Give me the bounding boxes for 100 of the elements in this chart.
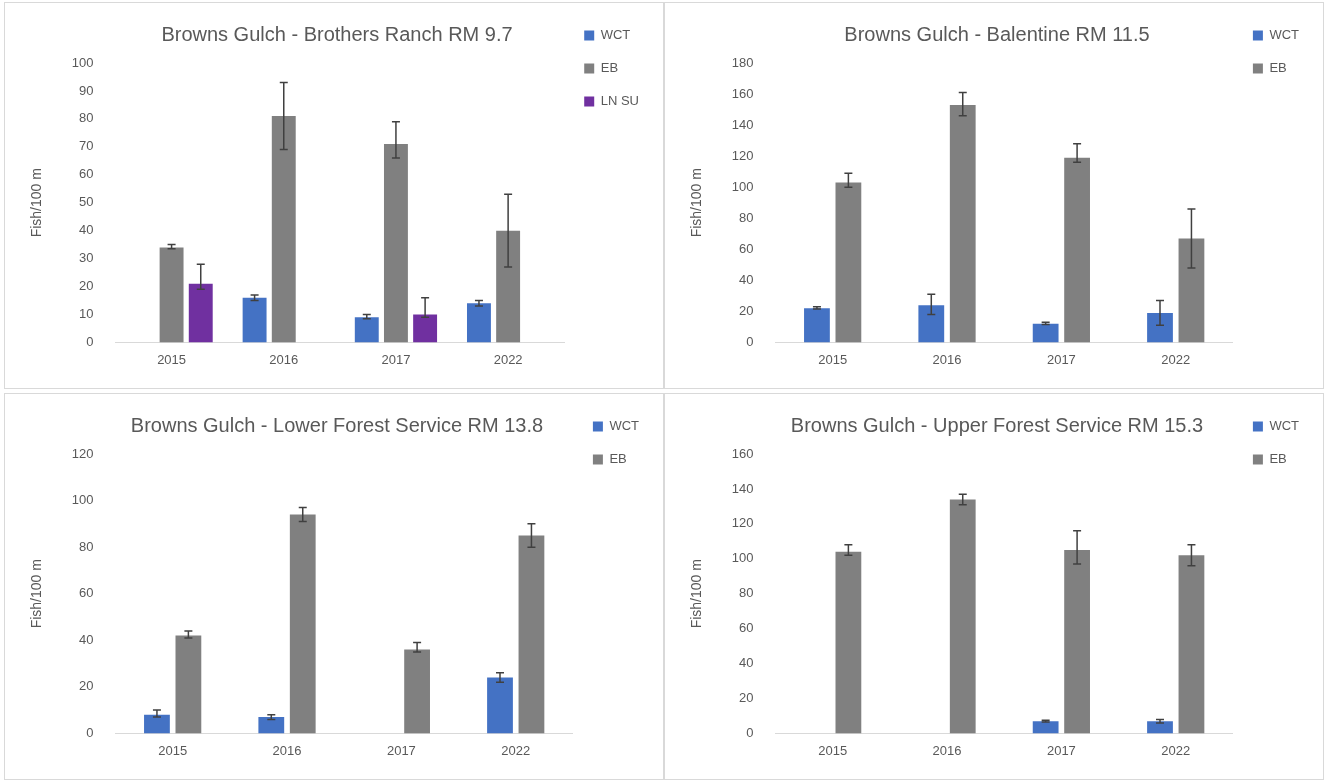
- bar: [413, 314, 438, 343]
- y-tick-label: 100: [71, 54, 94, 70]
- x-tick-label: 2017: [386, 742, 416, 758]
- bar: [1064, 550, 1090, 734]
- chart-title: Browns Gulch - Upper Forest Service RM 15.3: [790, 413, 1204, 436]
- y-tick-label: 140: [731, 480, 754, 496]
- bar: [1147, 721, 1173, 734]
- y-tick-label: 20: [739, 690, 754, 706]
- y-tick-label: 160: [731, 85, 754, 101]
- bar: [1147, 312, 1173, 343]
- y-tick-label: 0: [86, 724, 94, 740]
- legend-label: WCT: [600, 27, 631, 43]
- y-tick-label: 60: [79, 166, 94, 182]
- x-tick-label: 2016: [269, 351, 299, 367]
- bar: [835, 182, 862, 343]
- legend-label: WCT: [609, 418, 640, 434]
- bar: [289, 514, 316, 734]
- bar: [242, 297, 267, 343]
- bar: [383, 144, 408, 343]
- y-tick-label: 40: [79, 222, 94, 238]
- bar: [175, 635, 202, 734]
- y-axis-title: Fish/100 m: [28, 168, 45, 238]
- x-tick-label: 2022: [1161, 742, 1191, 758]
- y-tick-label: 30: [79, 250, 94, 266]
- y-tick-label: 100: [731, 178, 754, 194]
- y-tick-label: 100: [731, 550, 754, 566]
- legend-label: EB: [600, 60, 619, 76]
- x-tick-label: 2015: [818, 742, 848, 758]
- x-tick-label: 2017: [1046, 742, 1076, 758]
- x-tick-label: 2022: [493, 351, 523, 367]
- y-tick-label: 70: [79, 138, 94, 154]
- bar: [949, 499, 976, 734]
- y-tick-label: 0: [86, 333, 94, 349]
- chart-title: Browns Gulch - Lower Forest Service RM 13.8: [130, 413, 544, 436]
- y-tick-label: 60: [79, 585, 94, 601]
- chart-title: Browns Gulch - Brothers Ranch RM 9.7: [161, 22, 513, 45]
- y-axis-title: Fish/100 m: [28, 559, 45, 629]
- bar: [1032, 323, 1059, 343]
- y-tick-label: 80: [79, 538, 94, 554]
- x-tick-label: 2015: [157, 351, 187, 367]
- legend-label: LN SU: [600, 93, 640, 109]
- bar: [159, 247, 184, 343]
- bar: [1178, 238, 1205, 343]
- y-axis-title: Fish/100 m: [688, 559, 705, 629]
- legend-label: EB: [1269, 60, 1287, 76]
- y-tick-label: 60: [739, 620, 754, 636]
- y-tick-label: 80: [739, 585, 754, 601]
- bar: [487, 677, 513, 734]
- y-tick-label: 20: [79, 678, 94, 694]
- bar: [918, 305, 945, 343]
- y-tick-label: 120: [71, 445, 94, 461]
- legend-label: WCT: [1269, 418, 1300, 434]
- bar: [144, 714, 170, 734]
- bar: [496, 230, 521, 343]
- x-tick-label: 2022: [1161, 351, 1191, 367]
- y-tick-label: 120: [731, 147, 754, 163]
- y-tick-label: 80: [79, 110, 94, 126]
- legend-label: EB: [1269, 451, 1287, 467]
- y-tick-label: 0: [746, 333, 754, 349]
- x-tick-label: 2016: [272, 742, 302, 758]
- chart-title: Browns Gulch - Balentine RM 11.5: [844, 22, 1150, 45]
- x-tick-label: 2017: [1046, 351, 1076, 367]
- bar: [354, 317, 379, 343]
- y-tick-label: 160: [731, 445, 754, 461]
- bar: [404, 649, 430, 734]
- legend-label: WCT: [1269, 27, 1300, 43]
- x-tick-label: 2022: [501, 742, 531, 758]
- bar: [804, 308, 830, 343]
- bar: [1178, 555, 1205, 734]
- x-tick-label: 2015: [818, 351, 848, 367]
- y-tick-label: 40: [79, 631, 94, 647]
- bar: [1032, 721, 1059, 734]
- y-tick-label: 100: [71, 492, 94, 508]
- y-tick-label: 120: [731, 515, 754, 531]
- y-tick-label: 40: [739, 271, 754, 287]
- bar: [1064, 157, 1090, 343]
- bar: [467, 303, 491, 343]
- bar: [271, 116, 296, 343]
- y-tick-label: 0: [746, 724, 754, 740]
- bar: [258, 717, 285, 734]
- x-tick-label: 2015: [158, 742, 188, 758]
- bar: [835, 551, 862, 734]
- y-tick-label: 60: [739, 240, 754, 256]
- y-tick-label: 180: [731, 54, 754, 70]
- y-tick-label: 50: [79, 194, 94, 210]
- y-tick-label: 10: [79, 306, 94, 322]
- bar: [949, 104, 976, 343]
- x-tick-label: 2017: [381, 351, 411, 367]
- x-tick-label: 2016: [932, 742, 962, 758]
- y-tick-label: 20: [79, 278, 94, 294]
- legend-label: EB: [609, 451, 627, 467]
- y-tick-label: 140: [731, 116, 754, 132]
- x-tick-label: 2016: [932, 351, 962, 367]
- y-tick-label: 20: [739, 302, 754, 318]
- bar: [188, 283, 213, 343]
- y-axis-title: Fish/100 m: [688, 168, 705, 238]
- bar: [518, 535, 545, 734]
- y-tick-label: 90: [79, 82, 94, 98]
- y-tick-label: 40: [739, 655, 754, 671]
- y-tick-label: 80: [739, 209, 754, 225]
